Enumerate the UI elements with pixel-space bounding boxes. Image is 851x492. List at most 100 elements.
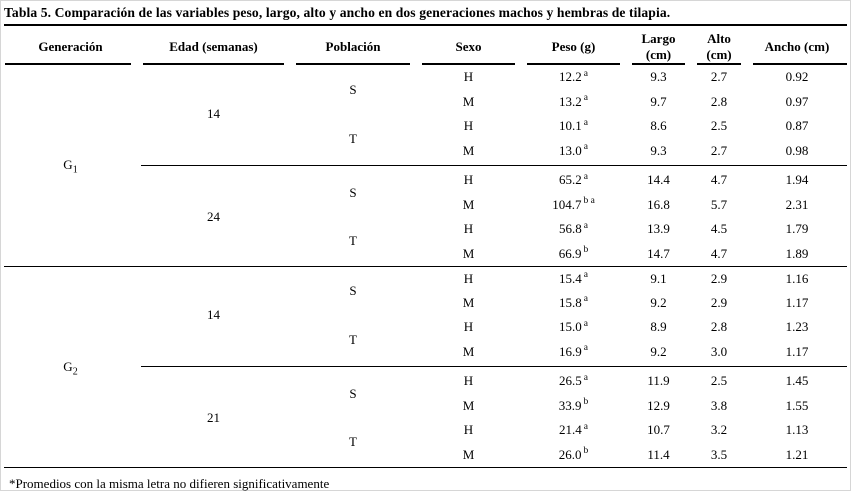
cell-largo: 9.7: [650, 93, 667, 109]
header-rule-row: [4, 63, 847, 66]
cell-ancho: 1.94: [785, 172, 809, 188]
cell-sexo: H: [463, 172, 474, 188]
column-header-edad: Edad (semanas): [169, 38, 258, 54]
cell-ancho: 1.89: [785, 245, 809, 261]
significance-letter: a: [583, 93, 588, 104]
cell-alto: 5.7: [710, 196, 728, 212]
significance-letter: b: [583, 446, 589, 457]
cell-population: T: [349, 233, 357, 249]
table-row: M 13.0 a 9.3 2.7 0.98: [4, 139, 847, 164]
significance-letter: a: [583, 421, 588, 432]
significance-letter: a: [583, 117, 588, 128]
cell-sexo: H: [463, 118, 474, 134]
peso-value: 15.8: [559, 294, 582, 310]
age-group-divider-cell: [137, 163, 847, 168]
cell-largo: 11.4: [647, 446, 670, 462]
significance-letter: a: [583, 294, 588, 305]
cell-age: 14: [207, 106, 220, 122]
cell-sexo: H: [463, 319, 474, 335]
peso-value: 65.2: [559, 172, 582, 188]
significance-letter: b: [583, 397, 589, 408]
cell-sexo: M: [462, 196, 475, 212]
table-row: 24 S H 65.2 a 14.4 4.7 1.94: [4, 168, 847, 223]
peso-value: 33.9: [558, 397, 582, 413]
peso-value: 13.2: [559, 93, 582, 109]
cell-ancho: 0.97: [785, 93, 809, 109]
cell-largo: 13.9: [647, 221, 670, 237]
cell-ancho: 1.79: [785, 221, 809, 237]
peso-value: 26.0: [558, 446, 582, 462]
cell-peso: 15.0 a: [521, 315, 626, 340]
cell-peso: 66.9 b: [521, 242, 626, 267]
cell-peso: 10.1 a: [521, 114, 626, 139]
cell-largo: 10.7: [647, 422, 670, 438]
cell-generation: G2: [4, 265, 137, 468]
table-row: M 15.8 a 9.2 2.9 1.17: [4, 291, 847, 316]
cell-alto: 2.8: [710, 93, 728, 109]
header-rule-cell: [4, 63, 137, 66]
cell-alto: 2.9: [691, 265, 747, 291]
peso-value: 13.0: [559, 142, 582, 158]
significance-letter: a: [583, 171, 588, 182]
cell-sexo: M: [462, 93, 475, 109]
cell-sexo: H: [463, 422, 474, 438]
generation-letter: G: [63, 157, 73, 173]
cell-alto: 2.7: [710, 142, 728, 158]
generation-subscript: 2: [72, 366, 78, 378]
significance-letter: b a: [583, 196, 595, 207]
cell-population: S: [349, 385, 357, 401]
cell-ancho: 1.13: [785, 422, 809, 438]
cell-ancho: 1.23: [785, 319, 809, 335]
cell-sexo: M: [462, 397, 475, 413]
cell-sexo: H: [463, 373, 474, 389]
significance-letter: a: [583, 270, 588, 281]
table-row: M 26.0 b 11.4 3.5 1.21: [4, 443, 847, 468]
header-rule-cell: [521, 63, 626, 66]
cell-peso: 26.0 b: [521, 443, 626, 468]
peso-value: 56.8: [559, 221, 582, 237]
cell-alto: 2.5: [710, 373, 728, 389]
cell-peso: 21.4 a: [521, 418, 626, 443]
cell-ancho: 1.16: [747, 265, 847, 291]
cell-alto: 3.5: [710, 446, 728, 462]
age-group-divider-row: [4, 163, 847, 168]
cell-alto: 3.2: [710, 422, 728, 438]
cell-population: S: [290, 265, 416, 316]
table-row: M 13.2 a 9.7 2.8 0.97: [4, 90, 847, 115]
cell-sexo: H: [463, 221, 474, 237]
cell-age: 14: [137, 265, 290, 365]
header-rule-segment: [753, 63, 847, 66]
age-group-divider-line: [141, 164, 847, 167]
cell-ancho: 0.87: [785, 118, 809, 134]
cell-sexo: M: [462, 142, 475, 158]
cell-population: T: [349, 130, 357, 146]
table-row: M 104.7 b a 16.8 5.7 2.31: [4, 193, 847, 218]
cell-generation: G1: [4, 65, 137, 266]
cell-largo: 11.9: [647, 373, 670, 389]
table-row: M 33.9 b 12.9 3.8 1.55: [4, 394, 847, 419]
cell-largo: 8.9: [650, 319, 667, 335]
cell-ancho: 1.21: [785, 446, 809, 462]
header-rule-cell: [290, 63, 416, 66]
cell-peso: 15.8 a: [521, 291, 626, 316]
cell-population: S: [349, 81, 357, 97]
cell-largo: 14.4: [647, 172, 670, 188]
peso-value: 10.1: [559, 118, 582, 134]
peso-value: 66.9: [558, 245, 582, 261]
peso-value: 12.2: [559, 69, 582, 85]
cell-age: 21: [207, 409, 220, 425]
cell-ancho: 0.92: [785, 69, 809, 85]
cell-sexo: H: [463, 69, 474, 85]
cell-population: T: [349, 434, 357, 450]
peso-value: 21.4: [559, 422, 582, 438]
table-title: Tabla 5. Comparación de las variables pe…: [4, 5, 671, 20]
cell-sexo: M: [462, 343, 475, 359]
cell-sexo: M: [462, 446, 475, 462]
significance-letter: a: [583, 318, 588, 329]
header-rule-cell: [626, 63, 691, 66]
table-row: G2 14 S H 15.4 a 9.1 2.9 1.16: [4, 265, 847, 468]
column-header-poblacion: Población: [325, 38, 381, 54]
table-row: M 16.9 a 9.2 3.0 1.17: [4, 340, 847, 365]
cell-ancho: 1.17: [785, 294, 809, 310]
cell-population: T: [349, 331, 357, 347]
